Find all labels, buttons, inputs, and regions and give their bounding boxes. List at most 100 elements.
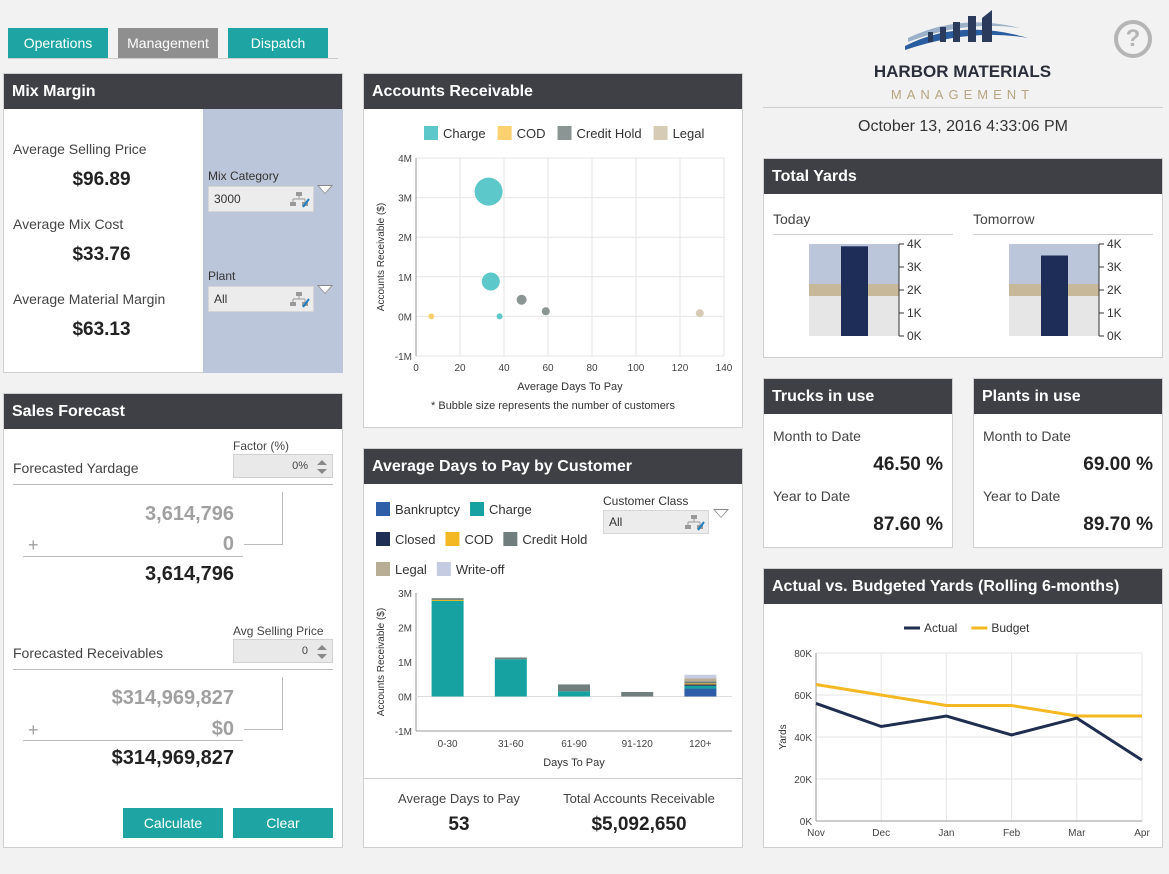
y-tick-label: 1M [398,273,412,284]
clear-button[interactable]: Clear [233,808,333,838]
y-axis-title: Accounts Receivable ($) [376,203,387,311]
gauge-tick-label: 1K [1107,306,1122,320]
legend-label: Legal [673,126,705,141]
bar-segment [558,684,590,692]
y-tick-label: 0K [800,817,813,828]
mix-category-value: 3000 [214,192,241,206]
legend-label: Closed [395,532,435,547]
y-tick-label: 0M [398,693,412,704]
plant-value: All [214,292,228,306]
mix-category-select[interactable]: 3000 [208,186,314,212]
y-tick-label: -1M [395,352,412,363]
y-tick-label: -1M [395,727,412,738]
y-tick-label: 1M [398,658,412,669]
x-tick-label: 20 [454,363,466,374]
calculate-button[interactable]: Calculate [123,808,223,838]
gauge-tick-label: 3K [907,260,922,274]
legend-label: Legal [395,562,427,577]
bar-segment [684,684,717,686]
report-datetime: October 13, 2016 4:33:06 PM [858,118,1068,135]
brand-name: HARBOR MATERIALS [873,62,1052,81]
total-accounts-receivable-label: Total Accounts Receivable [563,791,715,806]
gauge-bar [1041,255,1068,336]
x-tick-label: Nov [807,828,825,839]
divider [13,669,333,670]
x-tick-label: Jan [938,828,954,839]
y-tick-label: 2M [398,624,412,635]
legend-label: COD [517,126,546,141]
avg-selling-price-input[interactable]: 0 [233,639,333,663]
avg-selling-price-input-value: 0 [301,645,308,657]
tab-operations[interactable]: Operations [8,28,108,58]
hierarchy-icon [290,192,310,208]
legend-label: Charge [443,126,486,141]
y-tick-label: 20K [794,775,812,786]
gauge-tick-label: 4K [907,239,922,251]
bar-segment [684,685,717,689]
legend-label: COD [464,532,493,547]
y-tick-label: 2M [398,233,412,244]
y-tick-label: 4M [398,154,412,165]
plant-select[interactable]: All [208,286,314,312]
customer-class-value: All [609,515,623,529]
bubble-point [541,307,550,316]
bar-segment [684,683,717,685]
customer-class-dropdown-icon[interactable] [713,509,729,518]
bubble-size-note: * Bubble size represents the number of c… [431,400,675,412]
legend-swatch [436,562,451,576]
avg-days-title: Average Days to Pay by Customer [364,449,742,484]
customer-class-label: Customer Class [603,494,689,508]
divider [364,778,742,779]
tab-management[interactable]: Management [118,28,218,58]
avg-days-chart: Bankruptcy Charge Closed COD Credit Hold Lega… [376,502,732,769]
x-tick-label: 120+ [689,739,712,750]
legend-swatch [557,126,572,140]
yardage-base-value: 3,614,796 [145,503,234,525]
legend-swatch [503,532,518,546]
gauge-tick-label: 3K [1107,260,1122,274]
brand-divider [763,107,1163,108]
plant-dropdown-icon[interactable] [317,285,333,294]
total-yards-title: Total Yards [764,159,1162,194]
legend-swatch [445,532,460,546]
y-tick-label: 60K [794,691,812,702]
help-icon[interactable]: ? [1114,20,1152,58]
avg-material-margin-value: $63.13 [72,319,131,340]
today-yards-gauge: 4K 3K 2K 1K 0K [809,239,922,343]
bracket-line [282,677,283,729]
x-tick-label: 91-120 [622,739,654,750]
gauge-tick-label: 1K [907,306,922,320]
legend-swatch [376,562,390,576]
x-axis-title: Days To Pay [543,757,605,769]
mix-category-dropdown-icon[interactable] [317,185,333,194]
gauge-bar [841,246,868,336]
brand-subtitle: MANAGEMENT [890,87,1035,102]
gauge-tick-label: 0K [907,329,922,343]
mix-category-label: Mix Category [208,169,279,183]
forecasted-receivables-label: Forecasted Receivables [13,645,164,661]
sales-forecast-panel: Sales Forecast Factor (%) 0% Forecasted … [3,393,343,848]
gauge-tick-label: 4K [1107,239,1122,251]
factor-value: 0% [292,460,308,472]
tab-underline [8,58,338,59]
bar-segment [684,688,717,697]
trucks-mtd-label: Month to Date [773,428,861,444]
factor-input[interactable]: 0% [233,454,333,478]
legend-label: Budget [991,621,1030,635]
bubble-point [481,272,500,291]
customer-class-select[interactable]: All [603,510,709,534]
avg-material-margin-label: Average Material Margin [13,291,166,307]
series-line [815,683,1142,718]
stepper-icon[interactable] [315,458,329,476]
total-yards-panel: Total Yards Today Tomorrow 4K 3K 2K 1K 0K 4K… [763,158,1163,358]
receivables-add-value: $0 [211,718,234,740]
tomorrow-label: Tomorrow [973,211,1035,227]
avg-mix-cost-label: Average Mix Cost [13,216,124,232]
tab-dispatch[interactable]: Dispatch [228,28,328,58]
brand-logo [900,8,1040,56]
stepper-icon[interactable] [315,643,329,661]
mix-margin-panel: Mix Margin Average Selling Price $96.89 … [3,73,343,373]
receivables-plus-sign: + [28,720,39,740]
bubble-point [474,177,503,206]
